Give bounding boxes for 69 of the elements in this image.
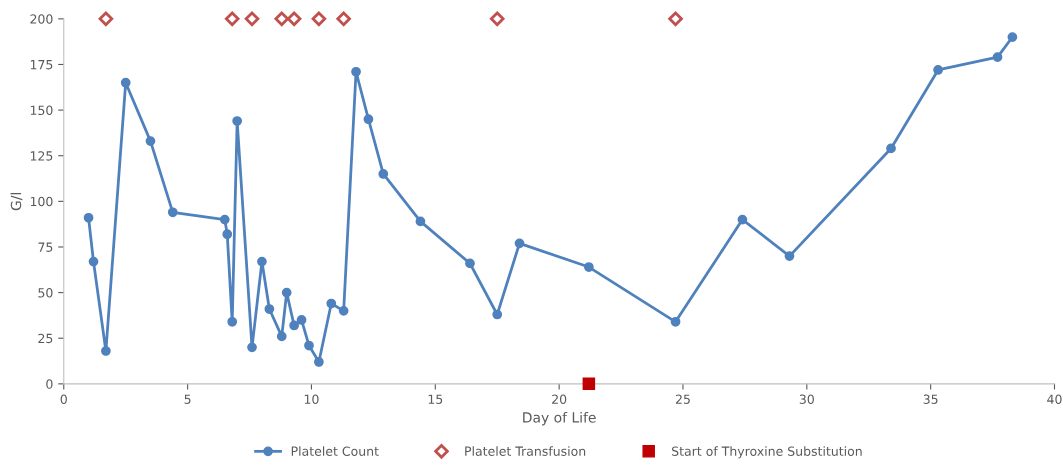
point bbox=[314, 357, 324, 367]
legend-label: Platelet Transfusion bbox=[465, 446, 586, 456]
point bbox=[668, 11, 683, 27]
y-tick-label: 200 bbox=[30, 14, 53, 24]
point bbox=[219, 214, 230, 225]
y-tick-label: 150 bbox=[30, 105, 53, 116]
point bbox=[274, 11, 290, 27]
x-tick-label: 5 bbox=[184, 394, 191, 404]
point bbox=[247, 342, 257, 353]
point bbox=[286, 11, 302, 27]
point bbox=[83, 212, 94, 223]
x-tick-label: 0 bbox=[60, 394, 67, 404]
point bbox=[101, 346, 111, 356]
point bbox=[304, 340, 314, 351]
point bbox=[351, 66, 361, 77]
point bbox=[465, 258, 475, 269]
point bbox=[98, 11, 114, 27]
point bbox=[296, 315, 307, 325]
point bbox=[737, 214, 748, 225]
y-tick-label: 125 bbox=[30, 151, 53, 161]
point bbox=[311, 11, 327, 27]
point bbox=[583, 262, 594, 272]
point bbox=[489, 11, 505, 27]
point bbox=[222, 229, 233, 240]
y-tick-label: 100 bbox=[30, 196, 53, 207]
point bbox=[227, 316, 238, 327]
x-tick-label: 30 bbox=[799, 394, 814, 404]
point bbox=[281, 287, 292, 298]
point bbox=[224, 11, 240, 27]
point bbox=[1007, 32, 1018, 42]
point bbox=[336, 11, 351, 27]
point bbox=[933, 65, 943, 75]
point bbox=[167, 207, 178, 218]
point bbox=[415, 216, 426, 227]
y-tick-label: 75 bbox=[38, 242, 53, 252]
x-tick-label: 35 bbox=[923, 394, 938, 404]
point bbox=[145, 136, 156, 146]
point bbox=[120, 77, 131, 88]
point bbox=[378, 169, 389, 179]
point bbox=[338, 305, 349, 316]
y-tick-label: 25 bbox=[38, 333, 53, 344]
point bbox=[232, 116, 243, 126]
legend-label: Start of Thyroxine Substitution bbox=[672, 446, 862, 459]
point bbox=[289, 320, 299, 331]
point bbox=[363, 114, 374, 125]
point bbox=[992, 52, 1003, 63]
x-tick-label: 20 bbox=[552, 394, 567, 404]
point bbox=[492, 309, 503, 320]
x-tick-label: 40 bbox=[1047, 394, 1062, 404]
point bbox=[784, 251, 795, 261]
x-axis-title: Day of Life bbox=[523, 411, 596, 426]
legend-label: Platelet Count bbox=[291, 446, 379, 456]
x-tick-label: 25 bbox=[675, 394, 690, 404]
y-tick-label: 0 bbox=[46, 379, 53, 389]
point bbox=[257, 256, 267, 267]
point bbox=[582, 377, 596, 391]
x-tick-label: 15 bbox=[428, 394, 443, 404]
y-axis-title: G/l bbox=[10, 193, 23, 211]
y-tick-label: 50 bbox=[38, 288, 53, 298]
point bbox=[244, 11, 260, 27]
point bbox=[276, 331, 287, 342]
point bbox=[670, 316, 681, 327]
point bbox=[514, 238, 525, 249]
point bbox=[88, 256, 99, 267]
y-tick-label: 175 bbox=[30, 60, 53, 70]
point bbox=[326, 298, 337, 309]
x-tick-label: 10 bbox=[304, 394, 319, 404]
point bbox=[886, 143, 896, 154]
point bbox=[264, 304, 275, 314]
